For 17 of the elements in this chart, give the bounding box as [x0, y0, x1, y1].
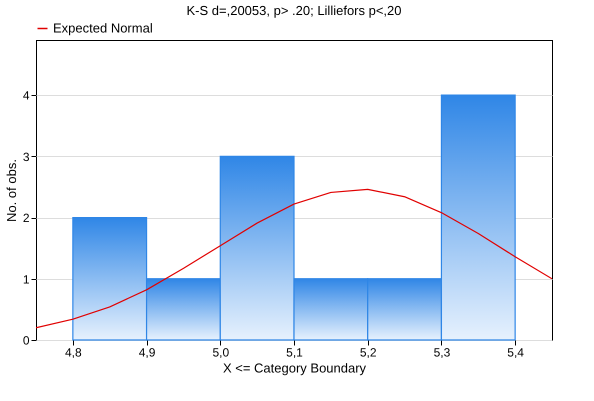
x-axis-title: X <= Category Boundary [222, 360, 367, 376]
y-tick-label: 2 [22, 211, 30, 226]
x-tick-label: 5,4 [507, 346, 524, 360]
x-tick-label: 4,8 [65, 346, 82, 360]
line-series [36, 188, 552, 328]
y-tick-label: 0 [22, 334, 30, 348]
x-tick-label: 5,1 [286, 346, 304, 360]
chart-title: K-S d=,20053, p> .20; Lilliefors p<,20 [186, 3, 402, 18]
x-tick-label: 5,2 [360, 346, 377, 360]
y-tick-label: 4 [22, 88, 30, 103]
y-tick-label: 1 [22, 272, 30, 286]
text: Expected Normal [53, 20, 153, 36]
y-axis-title: No. of obs. [4, 159, 19, 222]
x-tick-label: 5,0 [212, 346, 230, 360]
y-tick-label: 3 [22, 150, 30, 164]
x-tick-label: 5,3 [434, 346, 451, 360]
x-tick-label: 4,9 [138, 346, 156, 360]
